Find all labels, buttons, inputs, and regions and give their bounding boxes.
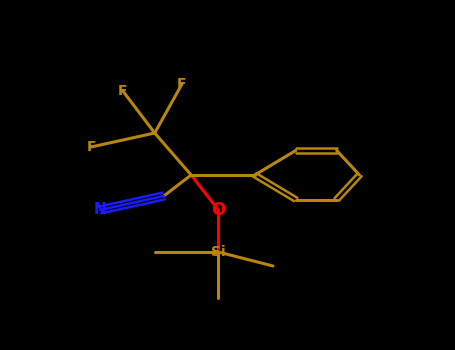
Text: F: F: [86, 140, 96, 154]
Text: F: F: [177, 77, 187, 91]
Text: O: O: [211, 201, 226, 219]
Text: Si: Si: [211, 245, 226, 259]
Text: N: N: [94, 203, 106, 217]
Text: F: F: [118, 84, 127, 98]
